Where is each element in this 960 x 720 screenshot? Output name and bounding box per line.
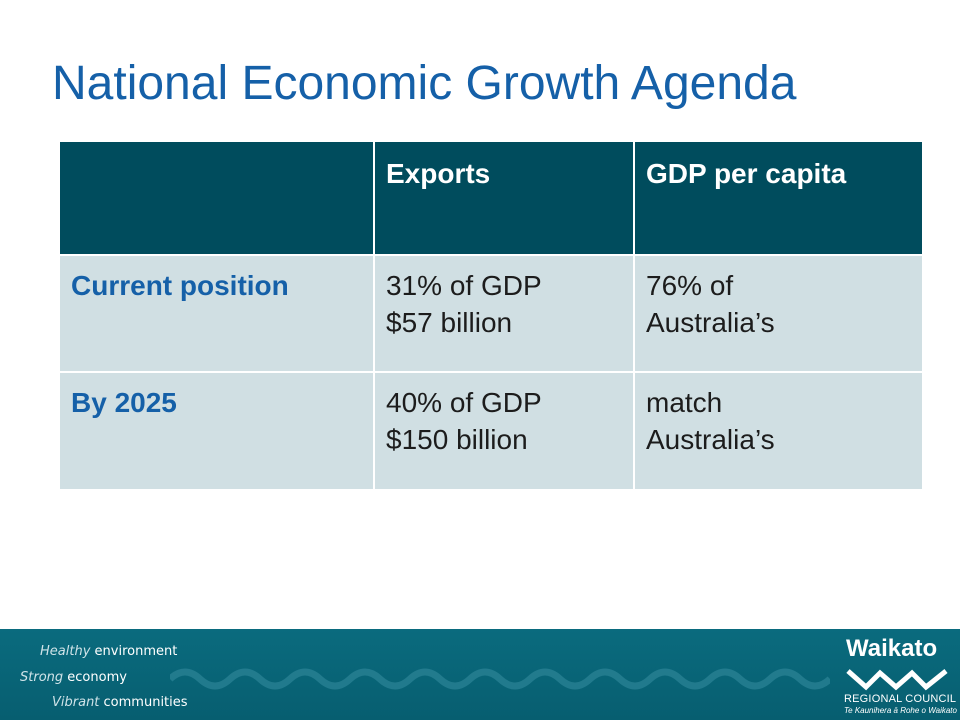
growth-agenda-table: Exports GDP per capita Current position … [60,142,922,489]
header-exports: Exports [374,142,635,255]
header-gdp-per-capita: GDP per capita [634,142,922,255]
footer-band: Healthy environment Strong economy Vibra… [0,629,960,720]
cell-current-exports: 31% of GDP $57 billion [374,254,635,372]
cell-line: 31% of GDP [386,270,542,301]
logo-maori-name: Te Kaunihera ā Rohe o Waikato [844,706,957,715]
tagline-emphasis: Healthy [40,644,91,659]
cell-2025-gdp: match Australia’s [634,371,922,489]
cell-2025-exports: 40% of GDP $150 billion [374,371,635,489]
cell-line: Australia’s [646,307,775,338]
tagline-healthy-environment: Healthy environment [40,644,177,659]
waikato-wave-logo-icon [846,669,948,691]
cell-line: 76% of [646,270,734,301]
cell-line: Australia’s [646,424,775,455]
wave-pattern-decoration [170,668,830,690]
table-row: Current position 31% of GDP $57 billion … [60,254,922,372]
cell-line: $57 billion [386,307,513,338]
cell-current-gdp: 76% of Australia’s [634,254,922,372]
tagline-text: communities [99,695,188,710]
tagline-text: economy [63,670,127,685]
table-header-row: Exports GDP per capita [60,142,922,255]
tagline-strong-economy: Strong economy [20,670,127,685]
row-label-by-2025: By 2025 [60,371,375,489]
row-label-current-position: Current position [60,254,375,372]
table-row: By 2025 40% of GDP $150 billion match Au… [60,371,922,489]
cell-line: $150 billion [386,424,528,455]
logo-name: Waikato [846,635,938,662]
waikato-regional-council-logo: Waikato REGIONAL COUNCIL Te Kaunihera ā … [836,635,957,717]
tagline-emphasis: Strong [20,670,64,685]
logo-subtitle: REGIONAL COUNCIL [844,693,957,705]
header-empty-cell [60,142,375,255]
tagline-emphasis: Vibrant [52,695,100,710]
tagline-vibrant-communities: Vibrant communities [52,695,188,710]
cell-line: match [646,387,723,418]
tagline-text: environment [90,644,178,659]
cell-line: 40% of GDP [386,387,542,418]
slide-title: National Economic Growth Agenda [52,57,797,110]
